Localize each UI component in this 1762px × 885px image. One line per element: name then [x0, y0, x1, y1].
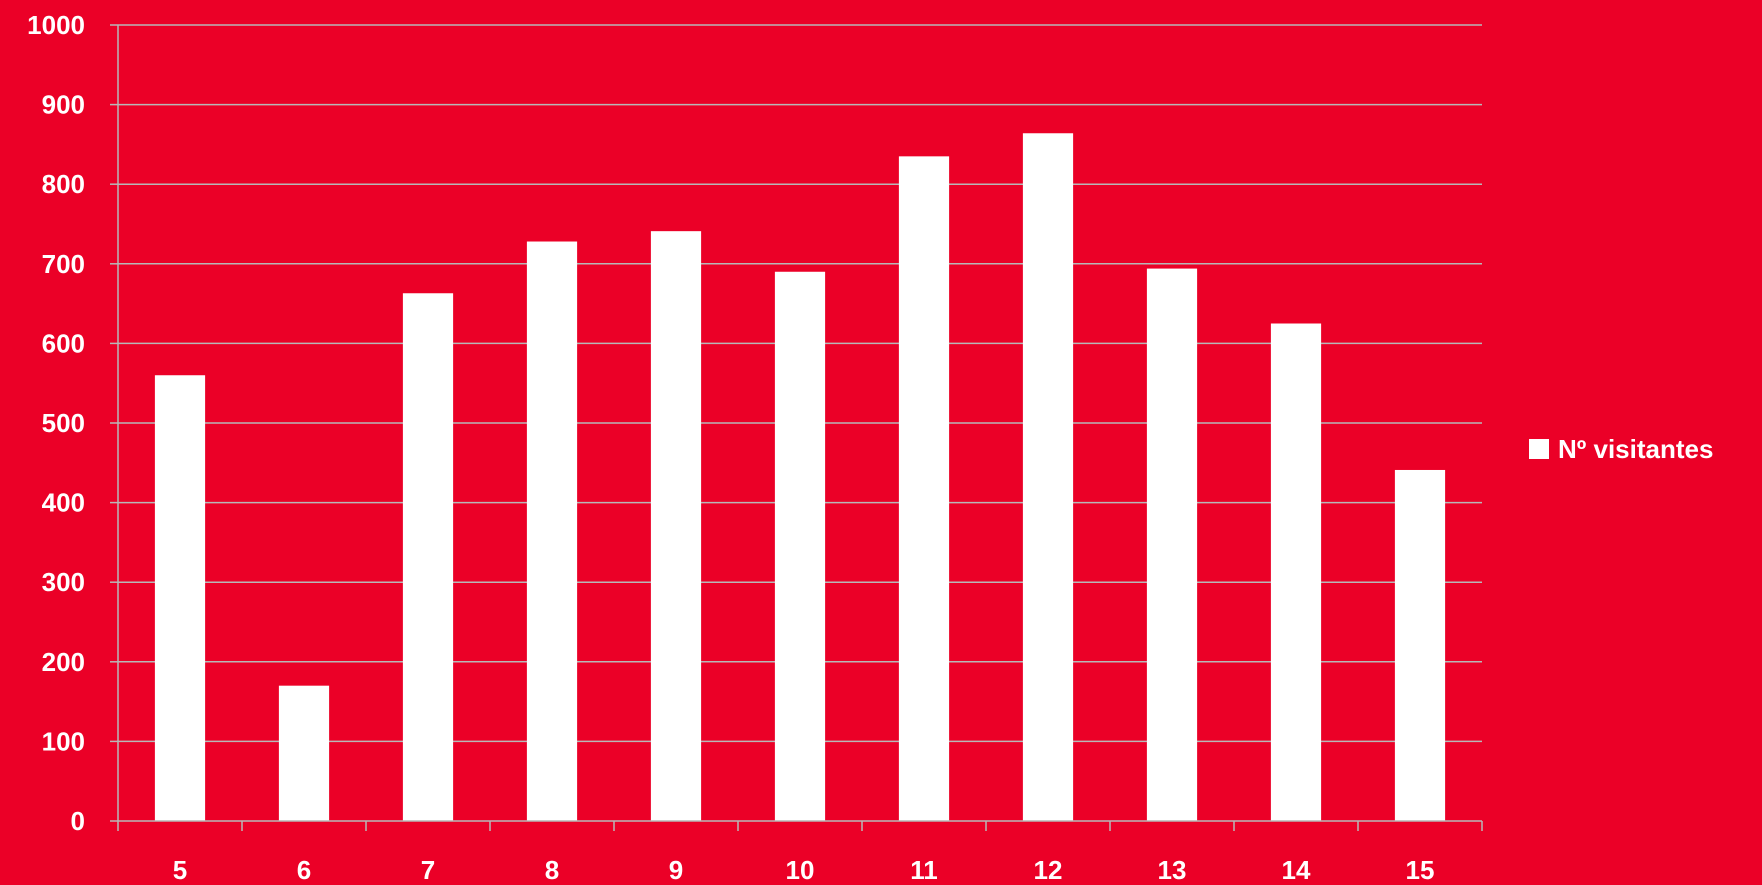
y-tick-label: 600 — [42, 328, 85, 358]
bar-5 — [154, 375, 206, 821]
x-tick-label: 15 — [1406, 855, 1435, 885]
bar-9 — [650, 231, 702, 821]
axes — [110, 24, 1483, 831]
bar-7 — [402, 293, 454, 821]
x-tick-label: 7 — [421, 855, 435, 885]
y-tick-label: 400 — [42, 488, 85, 518]
x-tick-label: 14 — [1282, 855, 1311, 885]
x-tick-label: 5 — [173, 855, 187, 885]
x-tick-label: 10 — [786, 855, 815, 885]
bar-10 — [774, 271, 826, 821]
y-tick-label: 800 — [42, 169, 85, 199]
bar-8 — [526, 241, 578, 822]
bar-15 — [1394, 469, 1446, 821]
x-tick-label: 8 — [545, 855, 559, 885]
y-tick-label: 900 — [42, 90, 85, 120]
x-tick-label: 6 — [297, 855, 311, 885]
bars — [154, 133, 1446, 822]
y-tick-label: 0 — [71, 806, 85, 836]
y-tick-label: 100 — [42, 726, 85, 756]
legend: Nº visitantes — [1529, 434, 1713, 464]
bar-13 — [1146, 268, 1198, 821]
bar-11 — [898, 156, 950, 822]
x-tick-label: 9 — [669, 855, 683, 885]
y-tick-label: 700 — [42, 249, 85, 279]
x-axis-tick-labels: 5 6 7 8 9 10 11 12 13 14 15 — [173, 855, 1435, 885]
legend-label: Nº visitantes — [1558, 434, 1713, 464]
legend-swatch — [1529, 439, 1549, 459]
bar-6 — [278, 685, 330, 821]
x-tick-label: 13 — [1158, 855, 1187, 885]
x-tick-label: 11 — [910, 855, 938, 885]
y-axis-tick-labels: 0 100 200 300 400 500 600 700 800 900 1000 — [27, 10, 85, 836]
y-tick-label: 500 — [42, 408, 85, 438]
y-tick-label: 1000 — [27, 10, 85, 40]
bar-12 — [1022, 133, 1074, 822]
y-tick-label: 300 — [42, 567, 85, 597]
y-tick-label: 200 — [42, 647, 85, 677]
x-tick-label: 12 — [1034, 855, 1063, 885]
bar-14 — [1270, 323, 1322, 821]
